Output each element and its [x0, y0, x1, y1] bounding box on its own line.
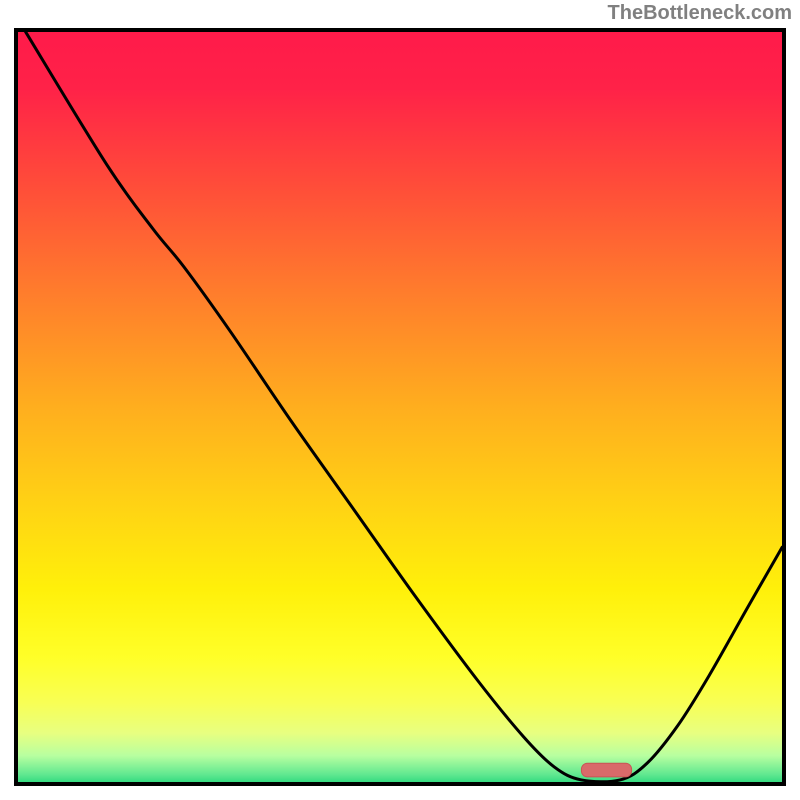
watermark-text: TheBottleneck.com — [608, 2, 792, 25]
bottleneck-chart — [14, 28, 786, 786]
optimum-marker — [581, 763, 631, 777]
plot-area — [14, 28, 786, 786]
chart-container: TheBottleneck.com — [0, 0, 800, 800]
